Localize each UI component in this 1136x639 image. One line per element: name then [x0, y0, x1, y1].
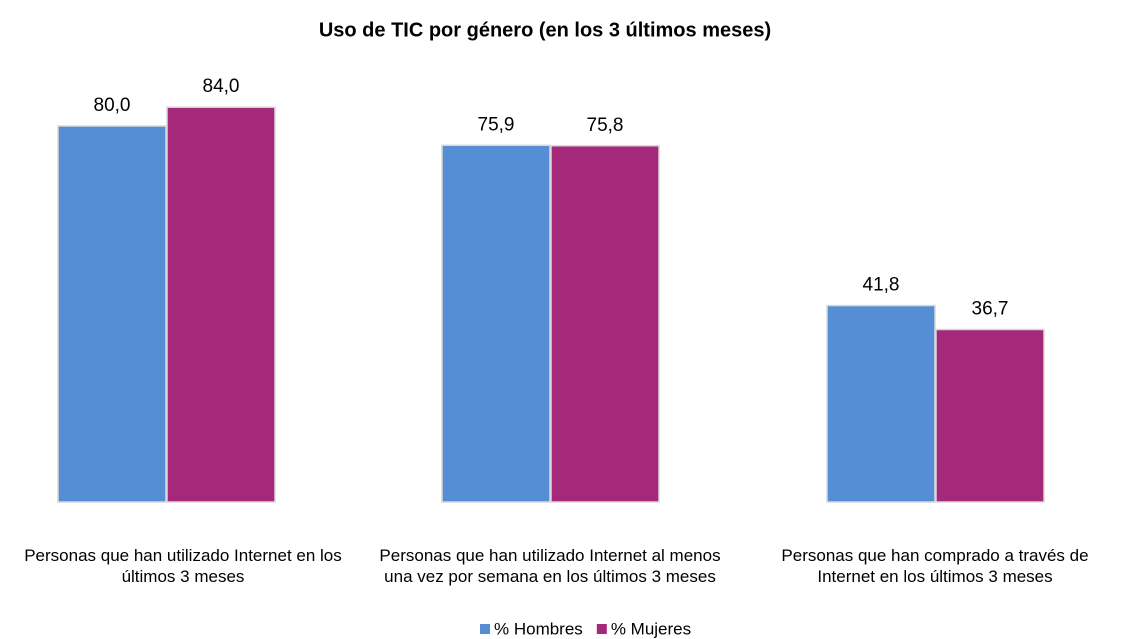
bar: [441, 144, 551, 503]
chart-title: Uso de TIC por género (en los 3 últimos …: [319, 19, 771, 41]
category-label: Personas que han utilizado Internet al m…: [379, 546, 721, 586]
legend-label: % Mujeres: [611, 619, 691, 638]
bar: [826, 304, 936, 503]
legend-label: % Hombres: [494, 619, 583, 638]
value-label: 75,9: [478, 114, 515, 135]
value-label: 36,7: [972, 299, 1009, 320]
bar: [550, 144, 660, 503]
category-label: Personas que han utilizado Internet en l…: [24, 546, 342, 586]
legend-swatch: [480, 624, 490, 634]
category-label: Personas que han comprado a través de In…: [781, 546, 1089, 586]
bar: [935, 328, 1045, 503]
bar: [57, 125, 167, 503]
value-label: 75,8: [587, 115, 624, 136]
bar: [166, 106, 276, 503]
value-label: 84,0: [203, 76, 240, 97]
legend-swatch: [596, 624, 607, 634]
value-label: 80,0: [94, 95, 131, 116]
value-label: 41,8: [863, 275, 900, 296]
